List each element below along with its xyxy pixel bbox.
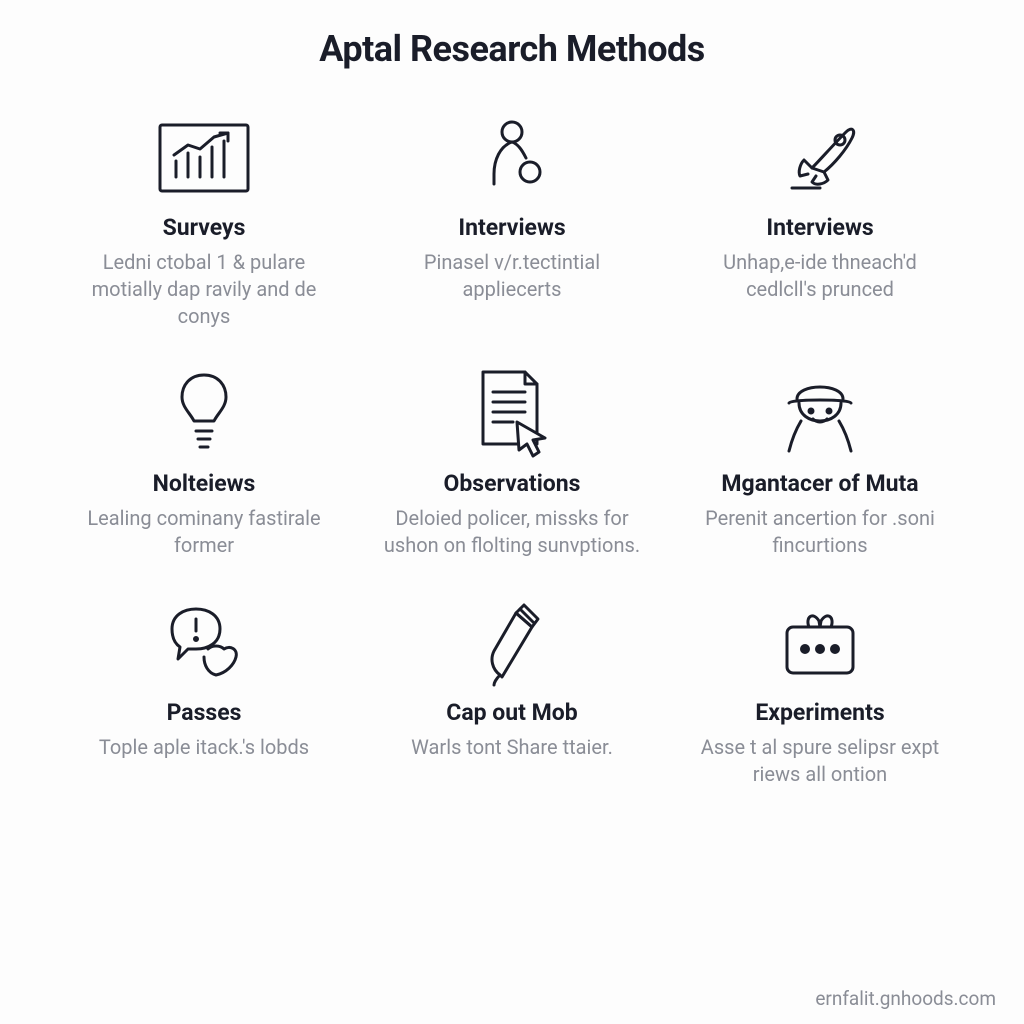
card-title: Nolteiews (153, 470, 256, 497)
gift-icon (775, 595, 865, 691)
chat-icon (160, 595, 248, 691)
card-title: Passes (167, 699, 242, 726)
card-desc: Lealing cominany fastirale former (74, 505, 334, 559)
card-desc: Deloied policer, missks for ushon on flo… (382, 505, 642, 559)
card-interviews-1: Interviews Pinasel v/r.tectintial applie… (368, 110, 656, 330)
card-title: Observations (443, 470, 580, 497)
lightbulb-icon (174, 366, 234, 462)
card-mgantacer: Mgantacer of Muta Perenit ancertion for … (676, 366, 964, 559)
methods-grid: Surveys Ledni ctobal 1 & pulare motially… (0, 70, 1024, 788)
card-title: Interviews (458, 214, 565, 241)
card-nolteiews: Nolteiews Lealing cominany fastirale for… (60, 366, 348, 559)
card-surveys: Surveys Ledni ctobal 1 & pulare motially… (60, 110, 348, 330)
card-desc: Unhap,e-ide thneach'd cedlcll's prunced (690, 249, 950, 303)
footer-watermark: ernfalit.gnhoods.com (815, 987, 996, 1010)
card-title: Interviews (766, 214, 873, 241)
card-title: Mgantacer of Muta (721, 470, 918, 497)
card-desc: Perenit ancertion for .soni fincurtions (690, 505, 950, 559)
card-passes: Passes Tople aple itack.'s lobds (60, 595, 348, 788)
card-experiments: Experiments Asse t al spure selipsr expt… (676, 595, 964, 788)
card-title: Cap out Mob (446, 699, 577, 726)
card-desc: Asse t al spure selipsr expt riews all o… (690, 734, 950, 788)
card-interviews-2: Interviews Unhap,e-ide thneach'd cedlcll… (676, 110, 964, 330)
page-title: Aptal Research Methods (0, 0, 1024, 70)
document-icon (467, 366, 557, 462)
card-observations: Observations Deloied policer, missks for… (368, 366, 656, 559)
card-title: Surveys (163, 214, 246, 241)
person-icon (472, 110, 552, 206)
card-desc: Tople aple itack.'s lobds (99, 734, 309, 761)
rocket-icon (776, 110, 864, 206)
pen-icon (472, 595, 552, 691)
card-title: Experiments (755, 699, 884, 726)
card-desc: Warls tont Share ttaier. (411, 734, 613, 761)
chart-icon (154, 110, 254, 206)
card-capoutmob: Cap out Mob Warls tont Share ttaier. (368, 595, 656, 788)
card-desc: Ledni ctobal 1 & pulare motially dap rav… (74, 249, 334, 330)
card-desc: Pinasel v/r.tectintial appliecerts (382, 249, 642, 303)
avatar-icon (775, 366, 865, 462)
